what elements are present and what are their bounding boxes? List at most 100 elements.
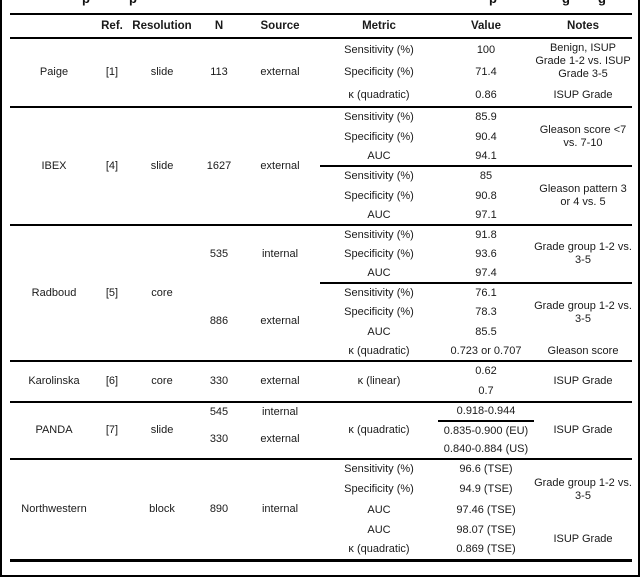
header-metric: Metric bbox=[362, 19, 396, 32]
cell-value: 85 bbox=[438, 165, 534, 186]
cell-metric: Sensitivity (%) bbox=[344, 463, 414, 475]
cell-value: 94.9 (TSE) bbox=[459, 483, 513, 495]
caption-fragment: p bbox=[489, 0, 497, 6]
cell-ref: [6] bbox=[105, 375, 119, 387]
table-row: Specificity (%) 94.9 (TSE) bbox=[10, 479, 632, 500]
cell-n: 535 bbox=[209, 248, 229, 260]
cell-value: 85.9 bbox=[475, 111, 497, 123]
cell-value: 0.723 or 0.707 bbox=[450, 344, 522, 357]
cell-n: 890 bbox=[209, 502, 229, 515]
cell-model-name: Northwestern bbox=[21, 502, 87, 515]
table-row: Northwestern block 890 internal Sensitiv… bbox=[10, 459, 632, 515]
clipped-caption: p p p g g bbox=[2, 0, 638, 13]
cell-value: 94.1 bbox=[475, 149, 497, 162]
cell-metric: AUC bbox=[367, 149, 391, 162]
cell-value: 93.6 bbox=[475, 247, 497, 260]
cell-resolution: slide bbox=[150, 424, 174, 436]
header-n: N bbox=[214, 19, 224, 32]
cell-metric: Specificity (%) bbox=[344, 306, 414, 318]
cell-value: 0.918-0.944 bbox=[438, 402, 534, 422]
cell-source: internal bbox=[261, 502, 299, 515]
header-name bbox=[10, 14, 98, 38]
cell-value: 98.07 (TSE) bbox=[456, 523, 516, 536]
cell-value: 76.1 bbox=[438, 282, 534, 303]
cell-model-name: IBEX bbox=[41, 159, 67, 172]
cell-metric: κ (quadratic) bbox=[348, 542, 410, 555]
header-notes: Notes bbox=[567, 19, 599, 32]
group-ibex: IBEX [4] slide 1627 external Sensitivity… bbox=[10, 107, 632, 225]
table-row: 886 external Sensitivity (%) 76.1 Grade … bbox=[10, 282, 632, 342]
table-row: 330 external 0.835-0.900 (EU) bbox=[10, 421, 632, 446]
cell-resolution: core bbox=[151, 375, 173, 387]
cell-source: internal bbox=[261, 405, 299, 418]
table-row: κ (quadratic) 0.723 or 0.707 Gleason sco… bbox=[10, 342, 632, 361]
group-paige: Paige [1] slide 113 external Sensitivity… bbox=[10, 38, 632, 107]
cell-source: external bbox=[260, 433, 300, 445]
cell-metric: Specificity (%) bbox=[344, 189, 414, 202]
caption-fragment: g bbox=[598, 0, 606, 6]
cell-value: 97.1 bbox=[475, 208, 497, 221]
table-row: κ (quadratic) 0.869 (TSE) bbox=[10, 540, 632, 560]
table-row: Paige [1] slide 113 external Sensitivity… bbox=[10, 38, 632, 80]
cell-metric: Sensitivity (%) bbox=[320, 165, 438, 186]
caption-fragment: p bbox=[82, 0, 90, 6]
cell-metric: κ (linear) bbox=[357, 375, 401, 387]
cell-notes: Gleason score <7 vs. 7-10 bbox=[539, 123, 627, 149]
cell-value: 97.4 bbox=[475, 266, 497, 279]
table-row: Specificity (%) 78.3 bbox=[10, 303, 632, 322]
cell-notes: Gleason pattern 3 or 4 vs. 5 bbox=[534, 165, 632, 225]
cell-notes: ISUP Grade bbox=[553, 532, 613, 545]
cell-value: 85.5 bbox=[475, 325, 497, 338]
cell-value: 0.62 bbox=[475, 365, 497, 377]
table-row: Specificity (%) 90.4 bbox=[10, 127, 632, 147]
cell-metric: AUC bbox=[367, 523, 391, 536]
cell-value: 96.6 (TSE) bbox=[459, 463, 513, 475]
table-row: Specificity (%) 90.8 bbox=[10, 186, 632, 206]
cell-source: external bbox=[260, 315, 300, 327]
group-karolinska: Karolinska [6] core 330 external κ (line… bbox=[10, 361, 632, 402]
table-row: Karolinska [6] core 330 external κ (line… bbox=[10, 361, 632, 387]
cell-value: 0.86 bbox=[475, 88, 497, 101]
cell-metric: AUC bbox=[367, 208, 391, 221]
cell-value: 0.7 bbox=[478, 384, 494, 397]
table-row: IBEX [4] slide 1627 external Sensitivity… bbox=[10, 107, 632, 172]
cell-n: 545 bbox=[209, 405, 229, 418]
table-row: 0.7 bbox=[10, 381, 632, 402]
cell-metric: Sensitivity (%) bbox=[344, 228, 414, 241]
header-row: Ref. Resolution N Source Metric Value No… bbox=[10, 14, 632, 38]
cell-n: 886 bbox=[209, 315, 229, 327]
cell-resolution: slide bbox=[150, 66, 174, 78]
cell-value: 90.8 bbox=[475, 189, 497, 202]
cell-value: 0.840-0.884 (US) bbox=[443, 442, 529, 455]
table-row: AUC 85.5 bbox=[10, 322, 632, 342]
cell-ref: [4] bbox=[105, 159, 119, 172]
cell-model-name: Radboud bbox=[31, 286, 77, 299]
table-row: Sensitivity (%) 85 Gleason pattern 3 or … bbox=[10, 165, 632, 225]
cell-metric: Specificity (%) bbox=[344, 130, 414, 143]
cell-ref: [7] bbox=[105, 424, 119, 436]
cell-notes: ISUP Grade bbox=[553, 375, 613, 387]
table-row: PANDA [7] slide 545 internal κ (quadrati… bbox=[10, 402, 632, 436]
cell-source: internal bbox=[261, 248, 299, 260]
table-header: Ref. Resolution N Source Metric Value No… bbox=[10, 14, 632, 38]
group-northwestern: Northwestern block 890 internal Sensitiv… bbox=[10, 459, 632, 560]
cell-n: 1627 bbox=[206, 159, 232, 172]
cell-value: 100 bbox=[476, 43, 496, 56]
cell-source: external bbox=[260, 375, 300, 387]
cell-ref bbox=[98, 459, 126, 560]
cell-notes: Grade group 1-2 vs. 3-5 bbox=[534, 241, 632, 266]
cell-n: 330 bbox=[209, 433, 229, 445]
cell-metric: Sensitivity (%) bbox=[344, 111, 414, 123]
cell-value: 90.4 bbox=[475, 130, 497, 143]
table-row: AUC 98.07 (TSE) ISUP Grade bbox=[10, 520, 632, 545]
results-table: Ref. Resolution N Source Metric Value No… bbox=[10, 13, 632, 562]
table-row: AUC 97.1 bbox=[10, 206, 632, 225]
cell-metric: κ (quadratic) bbox=[348, 424, 410, 436]
header-resolution: Resolution bbox=[132, 19, 192, 32]
header-source: Source bbox=[260, 19, 300, 32]
table-row: 0.840-0.884 (US) bbox=[10, 440, 632, 459]
cell-resolution: block bbox=[149, 502, 175, 515]
caption-fragment: g bbox=[562, 0, 570, 6]
cell-notes: Grade group 1-2 vs. 3-5 bbox=[534, 477, 632, 502]
